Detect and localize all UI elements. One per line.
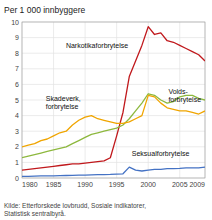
y-grid-line [22,131,205,132]
x-tick-label: 2000 [140,181,156,188]
y-tick-label: 0 [15,175,19,182]
y-tick-label: 1 [15,159,19,166]
y-grid-line [22,115,205,116]
series-label: Skadeverk,forbrytelse [46,95,81,111]
y-tick-label: 9 [15,34,19,41]
y-tick-label: 10 [11,19,19,26]
x-tick-label: 1980 [22,181,38,188]
y-grid-line [22,53,205,54]
series-label: Seksualforbrytelse [132,150,190,158]
series-line [22,167,205,176]
chart: Per 1 000 innbyggere 0 1 2 3 4 5 6 7 8 9 10 1980 1985… [0,0,212,220]
grid [22,22,205,178]
y-tick-label: 6 [15,81,19,88]
series-labels: Narkotikaforbrytelse Volds-forbrytelse Ska… [46,42,201,158]
y-tick-label: 7 [15,65,19,72]
y-grid-line [22,68,205,69]
title: Per 1 000 innbyggere [4,5,86,15]
series-line [22,27,205,171]
series-label: Narkotikaforbrytelse [66,42,128,50]
y-grid-line [22,37,205,38]
x-tick-label: 2005 [172,181,188,188]
x-tick-label: 2009 [189,181,205,188]
y-grid-line [22,162,205,163]
y-tick-label: 8 [15,50,19,57]
y-tick-label: 5 [15,97,19,104]
y-tick-label: 3 [15,128,19,135]
x-tick-label: 1990 [77,181,93,188]
series-line [22,94,205,158]
caption: Kilde: Etterforskede lovbrudd, Sosiale i… [4,202,146,218]
x-tick-label: 1985 [46,181,62,188]
series-line [22,95,205,146]
y-tick-label: 2 [15,143,19,150]
series-lines [22,27,205,177]
series-label: Volds-forbrytelse [168,88,201,104]
plot-frame [22,22,205,178]
y-tick-label: 4 [15,112,19,119]
x-tick-label: 1995 [109,181,125,188]
axes: 0 1 2 3 4 5 6 7 8 9 10 1980 1985 1990 1995 2000 20052009 [11,19,205,189]
y-grid-line [22,84,205,85]
